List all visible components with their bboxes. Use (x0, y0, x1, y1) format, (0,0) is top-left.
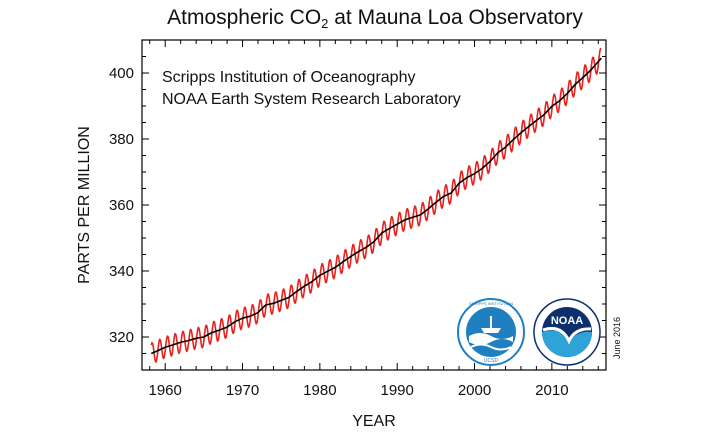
y-axis-label: PARTS PER MILLION (76, 126, 93, 284)
y-tick-label: 360 (109, 197, 134, 214)
x-tick-label: 2010 (535, 382, 568, 399)
x-tick-label: 1980 (303, 382, 336, 399)
x-tick-label: 2000 (458, 382, 491, 399)
series-layer (150, 47, 602, 363)
x-axis-label: YEAR (352, 413, 396, 430)
y-tick-label: 340 (109, 263, 134, 280)
chart-title-subscript: 2 (321, 16, 329, 31)
noaa-logo-icon: NOAA (533, 298, 601, 366)
noaa-logo-text: NOAA (551, 315, 583, 327)
y-tick-label: 400 (109, 65, 134, 82)
axis-ticks (142, 40, 606, 370)
chart-title-tail: at Mauna Loa Observatory (328, 6, 583, 29)
y-tick-label: 320 (109, 329, 134, 346)
chart-title: Atmospheric CO2 at Mauna Loa Observatory (140, 6, 610, 31)
scripps-logo-icon: SCRIPPS INSTITUTION UCSD (457, 298, 525, 366)
x-tick-label: 1990 (381, 382, 414, 399)
credit-scripps: Scripps Institution of Oceanography (162, 69, 415, 86)
trend-series-line (150, 57, 602, 355)
scripps-logo-ring-text: SCRIPPS INSTITUTION (469, 301, 513, 306)
chart-title-main: Atmospheric CO (167, 6, 322, 29)
scripps-logo-caption: UCSD (484, 358, 499, 364)
x-tick-label: 1970 (226, 382, 259, 399)
axis-tick-labels: 1960 1970 1980 1990 2000 2010 320 340 360 380 400 (109, 65, 569, 399)
date-note: June 2016 (612, 317, 622, 359)
x-tick-label: 1960 (149, 382, 182, 399)
credit-noaa: NOAA Earth System Research Laboratory (162, 91, 461, 108)
monthly-series-line (150, 47, 602, 363)
y-tick-label: 380 (109, 131, 134, 148)
